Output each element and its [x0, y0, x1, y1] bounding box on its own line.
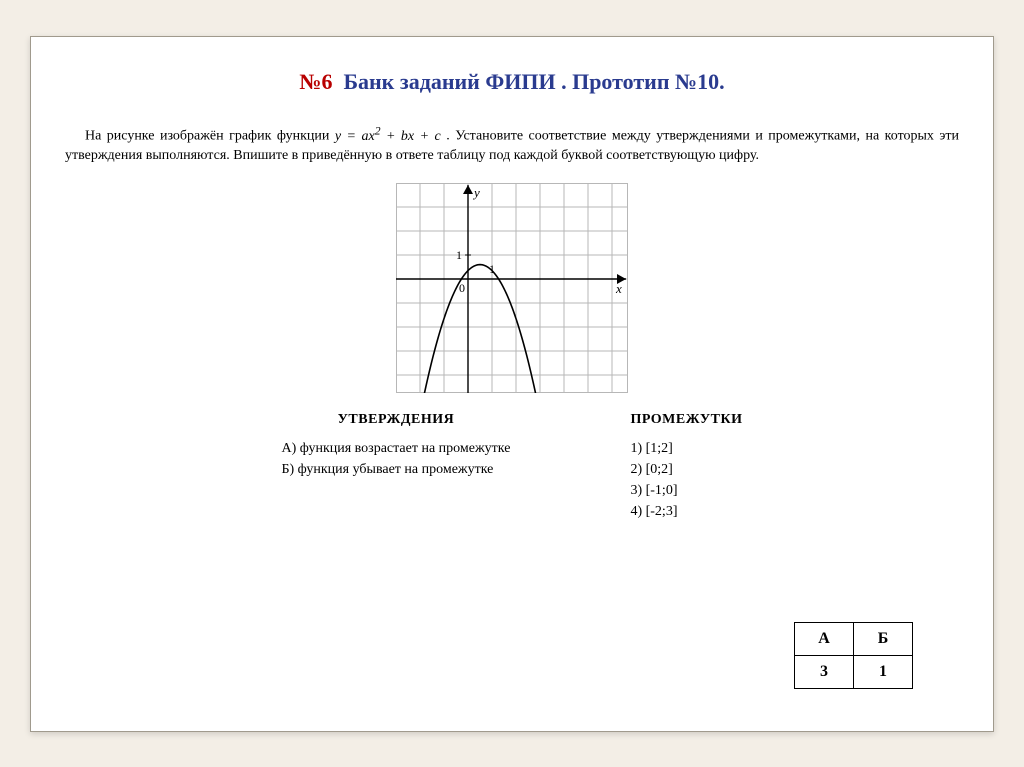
problem-formula: y = ax2 + bx + c: [335, 129, 441, 144]
problem-lead: На рисунке изображён график функции: [85, 129, 335, 144]
interval-item: 4) [-2;3]: [630, 501, 742, 522]
interval-item: 1) [1;2]: [630, 438, 742, 459]
statements-list: А) функция возрастает на промежутке Б) ф…: [281, 438, 510, 480]
svg-text:0: 0: [459, 281, 465, 295]
interval-item: 3) [-1;0]: [630, 480, 742, 501]
columns: УТВЕРЖДЕНИЯ А) функция возрастает на про…: [31, 412, 993, 522]
svg-text:y: y: [472, 185, 480, 200]
answer-table-wrap: А Б 3 1: [794, 622, 913, 689]
intervals-list: 1) [1;2] 2) [0;2] 3) [-1;0] 4) [-2;3]: [630, 438, 742, 522]
svg-text:x: x: [615, 281, 622, 296]
problem-text: На рисунке изображён график функции y = …: [65, 123, 959, 165]
svg-text:1: 1: [456, 248, 462, 262]
statement-item: Б) функция убывает на промежутке: [281, 459, 510, 480]
answer-value-cell: 1: [854, 656, 913, 689]
table-row: 3 1: [795, 656, 913, 689]
parabola-chart: 011yx: [396, 183, 628, 393]
statement-item: А) функция возрастает на промежутке: [281, 438, 510, 459]
slide-frame: №6 Банк заданий ФИПИ . Прототип №10. На …: [30, 36, 994, 732]
interval-item: 2) [0;2]: [630, 459, 742, 480]
intervals-header: ПРОМЕЖУТКИ: [630, 412, 742, 428]
answer-header-cell: А: [795, 623, 854, 656]
answer-header-cell: Б: [854, 623, 913, 656]
title-rest: Банк заданий ФИПИ . Прототип №10.: [332, 69, 724, 94]
slide-title: №6 Банк заданий ФИПИ . Прототип №10.: [31, 69, 993, 95]
title-number: №6: [299, 69, 332, 94]
statements-header: УТВЕРЖДЕНИЯ: [281, 412, 510, 428]
graph-wrap: 011yx: [31, 183, 993, 398]
table-row: А Б: [795, 623, 913, 656]
answer-table: А Б 3 1: [794, 622, 913, 689]
answer-value-cell: 3: [795, 656, 854, 689]
statements-column: УТВЕРЖДЕНИЯ А) функция возрастает на про…: [281, 412, 510, 522]
intervals-column: ПРОМЕЖУТКИ 1) [1;2] 2) [0;2] 3) [-1;0] 4…: [630, 412, 742, 522]
